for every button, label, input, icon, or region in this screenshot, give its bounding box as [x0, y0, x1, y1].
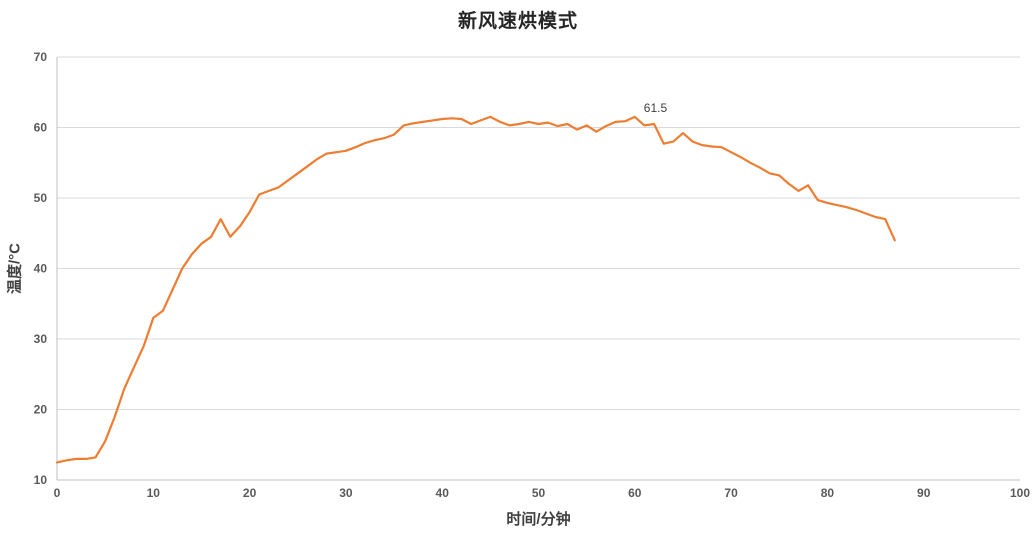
x-tick-label: 40 [436, 486, 450, 500]
x-axis-title: 时间/分钟 [506, 511, 571, 528]
chart-title: 新风速烘模式 [457, 11, 578, 32]
x-tick-label: 30 [339, 486, 353, 500]
gridlines [57, 56, 1020, 410]
y-tick-label: 40 [34, 262, 48, 276]
y-tick-label: 50 [34, 191, 48, 205]
series-line [55, 115, 896, 464]
y-tick-label: 70 [34, 50, 48, 64]
x-tick-label: 90 [917, 486, 931, 500]
y-tick-label: 20 [34, 403, 48, 417]
tick-labels: 10 20 30 40 50 60 70 0 10 20 30 40 50 60 70 80 90 100 [34, 50, 1031, 500]
annotations: 61.5 [644, 101, 668, 115]
axes [56, 57, 1020, 481]
y-tick-label: 60 [34, 121, 48, 135]
x-tick-label: 100 [1010, 486, 1030, 500]
x-tick-label: 0 [54, 486, 61, 500]
x-tick-label: 50 [532, 486, 546, 500]
temperature-series [55, 115, 896, 464]
x-tick-label: 70 [724, 486, 738, 500]
y-axis-title: 温度/°C [6, 243, 24, 294]
y-tick-label: 10 [34, 473, 48, 487]
x-tick-label: 20 [243, 486, 257, 500]
y-tick-label: 30 [34, 332, 48, 346]
x-tick-label: 80 [821, 486, 835, 500]
data-label: 61.5 [644, 101, 668, 115]
x-tick-label: 10 [147, 486, 161, 500]
x-tick-label: 60 [628, 486, 642, 500]
